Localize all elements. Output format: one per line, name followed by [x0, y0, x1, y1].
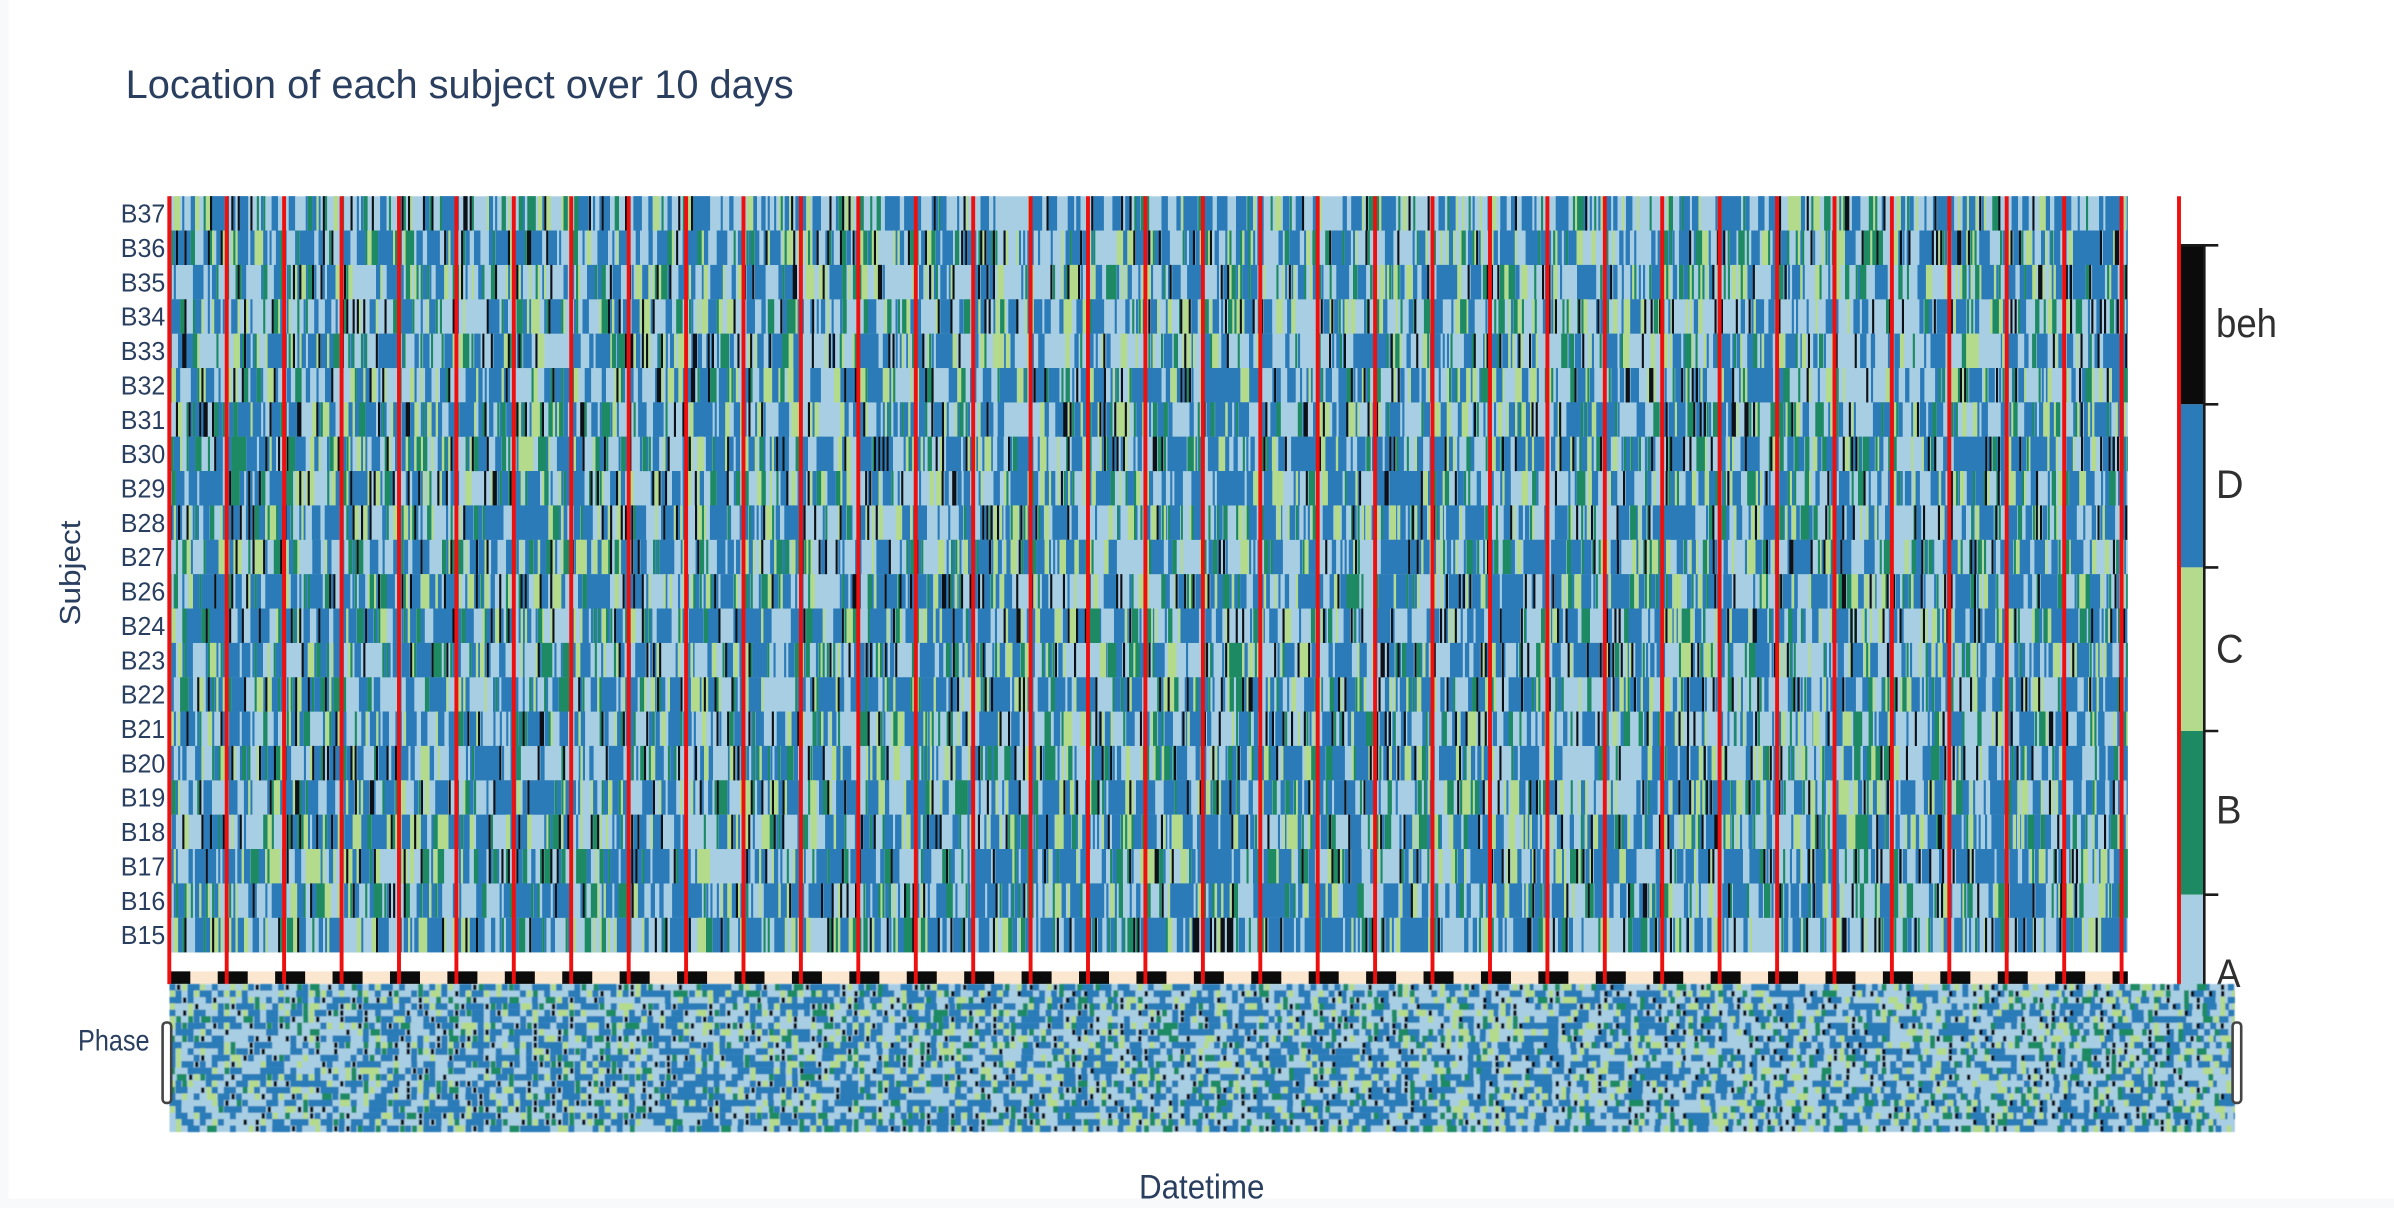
svg-text:B30: B30: [121, 439, 166, 469]
svg-text:B22: B22: [121, 680, 166, 710]
svg-text:B: B: [2216, 789, 2242, 833]
svg-text:B27: B27: [121, 542, 166, 572]
svg-text:B16: B16: [121, 886, 166, 916]
svg-text:C: C: [2216, 628, 2244, 672]
svg-text:B24: B24: [121, 611, 166, 641]
svg-text:B18: B18: [121, 817, 166, 847]
svg-text:B20: B20: [121, 748, 166, 778]
svg-text:Location of each subject over: Location of each subject over 10 days: [126, 63, 794, 107]
svg-text:B36: B36: [121, 233, 166, 263]
svg-text:B23: B23: [121, 645, 166, 675]
svg-text:B31: B31: [121, 405, 166, 435]
svg-text:B37: B37: [121, 199, 166, 229]
svg-text:D: D: [2216, 463, 2244, 507]
svg-text:beh: beh: [2216, 302, 2277, 346]
svg-text:B34: B34: [121, 302, 166, 332]
svg-text:B19: B19: [121, 783, 166, 813]
svg-text:B28: B28: [121, 508, 166, 538]
svg-text:B17: B17: [121, 851, 166, 881]
svg-text:B21: B21: [121, 714, 166, 744]
svg-text:B32: B32: [121, 370, 166, 400]
svg-text:Datetime: Datetime: [1139, 1169, 1265, 1207]
svg-text:B35: B35: [121, 267, 166, 297]
svg-text:Phase: Phase: [78, 1025, 150, 1058]
svg-text:B26: B26: [121, 577, 166, 607]
svg-text:B29: B29: [121, 474, 166, 504]
svg-text:Subject: Subject: [55, 521, 87, 626]
svg-text:B15: B15: [121, 920, 166, 950]
svg-text:B33: B33: [121, 336, 166, 366]
